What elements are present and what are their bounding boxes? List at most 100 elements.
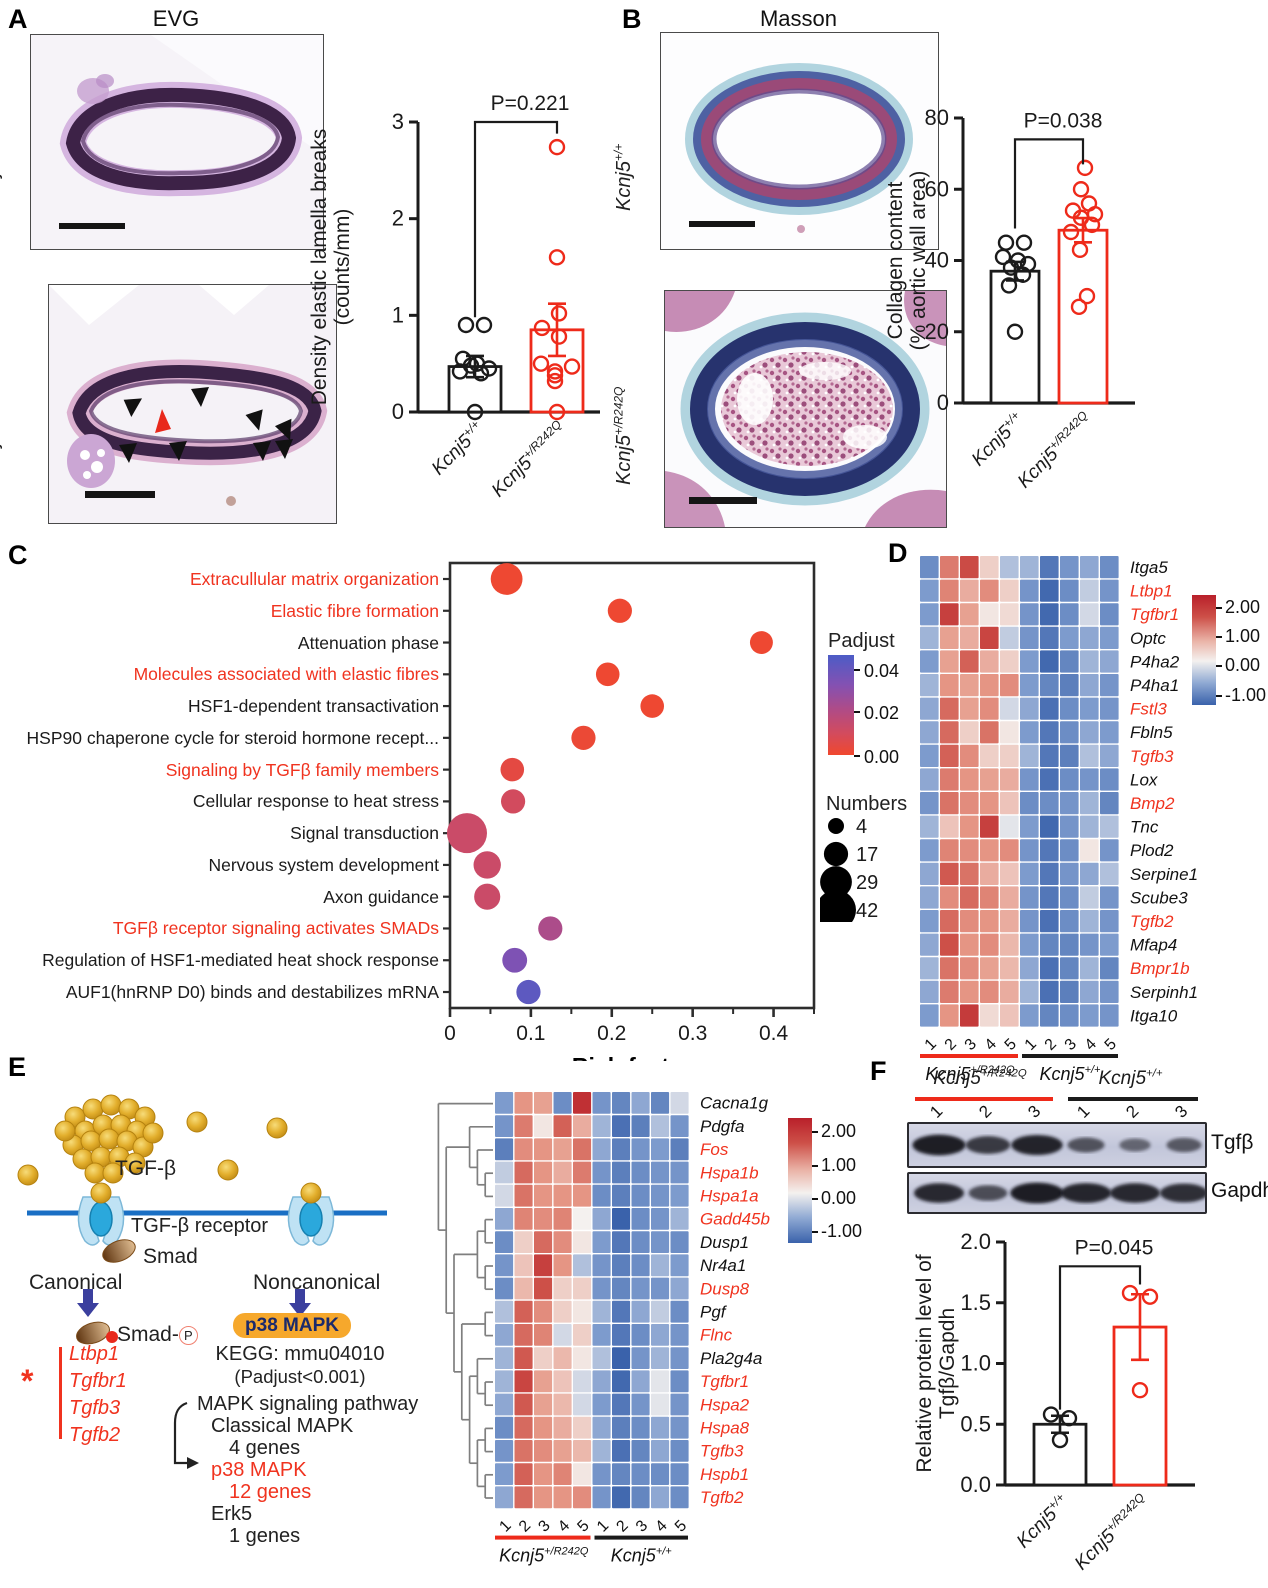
- heatmap-cell: [631, 1370, 650, 1393]
- heatmap-cell: [612, 1254, 631, 1277]
- gene-label: Serpinh1: [1130, 983, 1198, 1002]
- heatmap-cell: [1060, 721, 1079, 744]
- heatmap-cell: [1080, 839, 1099, 862]
- heatmap-cell: [1040, 980, 1059, 1003]
- svg-text:Kcnj5+/R242Q: Kcnj5+/R242Q: [486, 417, 570, 501]
- heatmap-cell: [920, 556, 939, 579]
- protein-band: [1060, 1183, 1112, 1203]
- heatmap-cell: [980, 579, 999, 602]
- histology-evg-wt: [30, 34, 324, 250]
- heatmap-cell: [1040, 650, 1059, 673]
- scatter-point: [1014, 266, 1032, 283]
- heatmap-cell: [534, 1486, 553, 1509]
- sample-number: 1: [922, 1036, 940, 1054]
- heatmap-cell: [612, 1347, 631, 1369]
- colorbar-tick: 2.00: [1225, 597, 1261, 617]
- heatmap-cell: [495, 1347, 514, 1369]
- heatmap-cell: [960, 579, 979, 602]
- pathway-dot: [749, 631, 773, 655]
- heatmap-cell: [1040, 862, 1059, 885]
- heatmap-cell: [1100, 650, 1119, 673]
- heatmap-cell: [940, 1004, 959, 1027]
- heatmap-cell: [495, 1416, 514, 1439]
- pathway-label: Elastic fibre formation: [270, 600, 439, 621]
- numbers-legend-dot: [828, 818, 844, 834]
- heatmap-cell: [980, 650, 999, 673]
- heatmap-cell: [612, 1115, 631, 1137]
- sample-number: 4: [652, 1517, 670, 1535]
- heatmap-cell: [920, 603, 939, 626]
- heatmap-cell: [980, 815, 999, 838]
- smad-p-complex: [76, 1321, 118, 1345]
- heatmap-cell: [1100, 556, 1119, 579]
- heatmap-cell: [514, 1324, 533, 1346]
- scatter-point: [466, 403, 484, 421]
- heatmap-cell: [1020, 721, 1039, 744]
- gene-label: Fos: [700, 1140, 729, 1159]
- gene-label: Tgfb3: [700, 1442, 744, 1461]
- sample-number: 1: [594, 1517, 612, 1535]
- gene-label: Hspa1a: [700, 1187, 759, 1206]
- scatter-point: [1062, 223, 1080, 241]
- gene-label: Gadd45b: [700, 1210, 770, 1229]
- mapk-branch-count: 4 genes: [229, 1437, 301, 1459]
- heatmap-cell: [651, 1300, 670, 1323]
- heatmap-cell: [960, 744, 979, 767]
- heatmap-cell: [980, 886, 999, 909]
- scatter-point: [997, 234, 1015, 251]
- heatmap-cell: [1100, 768, 1119, 791]
- heatmap-cell: [1100, 697, 1119, 720]
- heatmap-cell: [980, 556, 999, 579]
- scatter-point: [472, 365, 490, 382]
- heatmap-cell: [514, 1184, 533, 1207]
- gene-label: Pdgfa: [700, 1117, 744, 1136]
- heatmap-cell: [1040, 910, 1059, 933]
- smad-p-label: Smad- P: [117, 1323, 198, 1347]
- heatmap-cell: [553, 1231, 572, 1253]
- colorbar-tick: 1.00: [1225, 626, 1261, 646]
- heatmap-cell: [592, 1092, 611, 1114]
- mapk-branch-name: Erk5: [211, 1503, 253, 1525]
- heatmap-cell: [940, 957, 959, 980]
- heatmap-cell: [592, 1277, 611, 1300]
- heatmap-cell: [495, 1231, 514, 1253]
- heatmap-cell: [651, 1231, 670, 1253]
- padjust-colorbar: 0.04 0.02 0.00: [828, 655, 908, 767]
- heatmap-cell: [573, 1184, 592, 1207]
- heatmap-cell: [1040, 626, 1059, 649]
- svg-text:0: 0: [392, 399, 404, 424]
- p38-mapk-pill: p38 MAPK: [233, 1313, 351, 1338]
- sample-number: 3: [633, 1517, 651, 1535]
- pathway-dot: [500, 757, 525, 782]
- sample-number: 5: [1102, 1036, 1120, 1054]
- heatmap-cell: [960, 697, 979, 720]
- heatmap-cell: [553, 1092, 572, 1114]
- heatmap-cell: [1040, 957, 1059, 980]
- panel-f-chart: 0.0 0.5 1.0 1.5 2.0 Relative protein level of…: [905, 1226, 1268, 1588]
- heatmap-cell: [670, 1092, 689, 1114]
- pathway-label: Axon guidance: [323, 886, 439, 907]
- gene-label: Hspa1b: [700, 1163, 759, 1182]
- heatmap-cell: [940, 815, 959, 838]
- heatmap-cell: [670, 1370, 689, 1393]
- heatmap-cell: [1060, 697, 1079, 720]
- sample-number: 5: [574, 1517, 592, 1535]
- heatmap-cell: [960, 603, 979, 626]
- svg-text:2.0: 2.0: [960, 1229, 991, 1254]
- heatmap-cell: [1020, 792, 1039, 815]
- heatmap-cell: [1020, 839, 1039, 862]
- heatmap-cell: [592, 1347, 611, 1369]
- heatmap-cell: [920, 886, 939, 909]
- heatmap-cell: [592, 1208, 611, 1230]
- heatmap-cell: [651, 1161, 670, 1184]
- scatter-point: [548, 249, 566, 266]
- scatter-point: [533, 319, 551, 337]
- pathway-dot: [571, 725, 596, 750]
- heatmap-cell: [980, 721, 999, 744]
- scatter-point: [457, 316, 475, 334]
- heatmap-cell: [631, 1347, 650, 1369]
- heatmap-cell: [612, 1208, 631, 1230]
- heatmap-cell: [631, 1393, 650, 1416]
- tgfb-label: TGF-β: [115, 1157, 177, 1180]
- svg-text:Kcnj5+/R242Q: Kcnj5+/R242Q: [1012, 408, 1096, 492]
